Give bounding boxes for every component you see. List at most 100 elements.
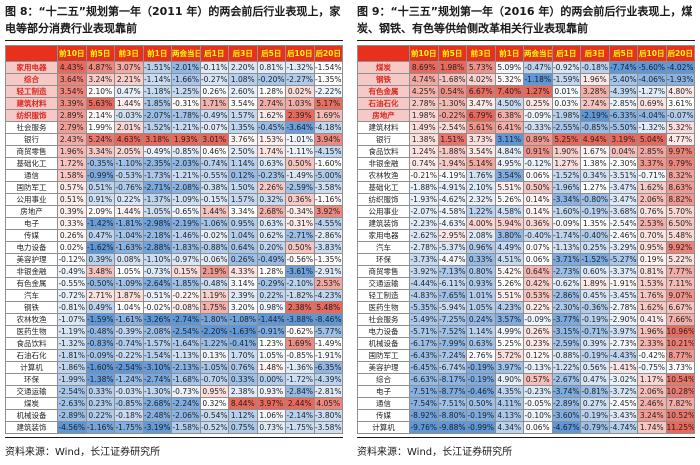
heatmap-cell: -8.92% — [409, 409, 439, 423]
heatmap-cell: -4.91% — [437, 181, 467, 195]
heatmap-cell: 4.63% — [114, 133, 144, 147]
heatmap-cell: -1.37% — [142, 193, 172, 207]
heatmap-cell: 0.06% — [523, 169, 553, 183]
heatmap-cell: 4.33% — [228, 265, 258, 279]
row-label: 汽车 — [5, 289, 58, 303]
heatmap-cell: -2.13% — [171, 361, 201, 375]
corner-cell — [5, 45, 58, 63]
heatmap-cell: -0.19% — [466, 361, 496, 375]
heatmap-cell: 0.12% — [523, 349, 553, 363]
heatmap-cell: 1.89% — [580, 277, 610, 291]
table-row: 社会服务 -5.49% -7.25% 0.24% 3.57% -0.09% -3.77% -0… — [357, 313, 695, 327]
row-label: 交通运输 — [5, 385, 58, 399]
row-label: 食品饮料 — [357, 145, 410, 159]
heatmap-cell: -5.71% — [409, 325, 439, 339]
row-label: 医药生物 — [357, 301, 410, 315]
corner-cell — [357, 45, 410, 63]
heatmap-cell: 0.33% — [57, 217, 87, 231]
heatmap-cell: 0.20% — [256, 241, 286, 255]
heatmap-cell: -2.07% — [409, 205, 439, 219]
heatmap-cell: 1.44% — [114, 97, 144, 111]
heatmap-cell: 3.54% — [494, 169, 524, 183]
heatmap-cell: 3.20% — [228, 301, 258, 315]
heatmap-cell: -1.93% — [665, 73, 695, 87]
heatmap-cell: -2.54% — [114, 361, 144, 375]
heatmap-cell: 2.10% — [466, 181, 496, 195]
table-row: 食品饮料 -1.32% -0.83% -0.74% -1.57% -1.64% -1.22%… — [5, 337, 343, 351]
heatmap-cell: 5.24% — [85, 133, 115, 147]
heatmap-cell: -3.26% — [142, 313, 172, 327]
heatmap-cell: 8.63% — [665, 181, 695, 195]
row-label: 美容护理 — [357, 361, 410, 375]
heatmap-cell: 0.24% — [466, 313, 496, 327]
heatmap-cell: -1.68% — [171, 373, 201, 387]
heatmap-cell: 2.60% — [228, 85, 258, 99]
heatmap-cell: 9.92% — [665, 241, 695, 255]
heatmap-cell: -1.07% — [57, 313, 87, 327]
column-header: 后10日 — [637, 45, 667, 63]
heatmap-cell: -1.68% — [437, 73, 467, 87]
heatmap-cell: -2.01% — [171, 61, 201, 75]
table-row: 煤炭 -2.63% 0.23% -0.85% -2.68% -2.24% 0.32% 8.44… — [5, 397, 343, 411]
heatmap-cell: -1.73% — [142, 169, 172, 183]
table-row: 农林牧渔 -1.07% -1.59% -1.61% -3.26% -2.74% -1.80%… — [5, 313, 343, 327]
heatmap-cell: -0.50% — [85, 277, 115, 291]
heatmap-cell: 4.51% — [494, 253, 524, 267]
heatmap-cell: -7.74% — [608, 61, 638, 75]
heatmap-cell: -0.29% — [256, 277, 286, 291]
heatmap-cell: 2.09% — [85, 205, 115, 219]
row-label: 电力设备 — [5, 241, 58, 255]
heatmap-cell: -4.04% — [637, 109, 667, 123]
heatmap-cell: 3.54% — [228, 97, 258, 111]
heatmap-cell: -4.47% — [437, 253, 467, 267]
table-row: 煤炭 8.69% 1.98% 5.73% 5.09% -0.47% -0.92% -0.18%… — [357, 61, 695, 75]
heatmap-cell: -0.55% — [57, 277, 87, 291]
figure-8-top-rule — [5, 40, 343, 42]
heatmap-cell: 0.51% — [85, 181, 115, 195]
heatmap-cell: -6.35% — [313, 361, 343, 375]
row-label: 农林牧渔 — [357, 169, 410, 183]
heatmap-cell: -0.20% — [256, 73, 286, 87]
heatmap-cell: -2.81% — [313, 385, 343, 399]
heatmap-cell: -1.49% — [285, 169, 315, 183]
heatmap-cell: 1.44% — [114, 205, 144, 219]
heatmap-cell: -1.66% — [171, 73, 201, 87]
heatmap-cell: -1.88% — [409, 181, 439, 195]
heatmap-cell: 2.19% — [199, 265, 229, 279]
heatmap-cell: 0.41% — [637, 313, 667, 327]
heatmap-cell: 6.67% — [466, 85, 496, 99]
figure-8-heatmap: 前10日 前5日 前3日 前1日 两会当日 后1日 后3日 后5日 后10日 后20日 家用电器 4.… — [5, 45, 343, 435]
heatmap-cell: -1.05% — [199, 361, 229, 375]
heatmap-cell: -0.03% — [114, 109, 144, 123]
heatmap-cell: 2.10% — [85, 85, 115, 99]
heatmap-cell: -3.60% — [551, 409, 581, 423]
heatmap-cell: 4.35% — [494, 385, 524, 399]
heatmap-cell: -1.18% — [523, 73, 553, 87]
heatmap-cell: 3.54% — [466, 145, 496, 159]
heatmap-cell: 3.01% — [199, 133, 229, 147]
heatmap-cell: -8.17% — [437, 373, 467, 387]
heatmap-cell: 1.03% — [285, 97, 315, 111]
heatmap-cell: 1.19% — [199, 289, 229, 303]
heatmap-cell: -4.67% — [551, 421, 581, 435]
heatmap-cell: -7.65% — [437, 289, 467, 303]
heatmap-cell: 0.50% — [285, 157, 315, 171]
table-row: 家用电器 4.43% 4.87% 3.07% -1.51% -2.01% -0.11% 2.2… — [5, 61, 343, 75]
heatmap-cell: -0.19% — [580, 205, 610, 219]
table-row: 国防军工 -6.43% -7.24% 2.76% 5.72% 0.12% -0.88% -0.… — [357, 349, 695, 363]
heatmap-cell: -4.44% — [409, 277, 439, 291]
heatmap-cell: -2.54% — [437, 121, 467, 135]
heatmap-cell: -1.96% — [551, 181, 581, 195]
heatmap-cell: 4.23% — [494, 301, 524, 315]
heatmap-cell: 2.01% — [114, 121, 144, 135]
heatmap-cell: -0.42% — [637, 349, 667, 363]
heatmap-cell: -1.36% — [285, 361, 315, 375]
heatmap-cell: -2.74% — [171, 313, 201, 327]
heatmap-cell: -0.06% — [199, 253, 229, 267]
heatmap-cell: -1.59% — [551, 73, 581, 87]
heatmap-cell: -0.23% — [256, 169, 286, 183]
row-label: 计算机 — [5, 361, 58, 375]
heatmap-cell: 8.69% — [409, 61, 439, 75]
heatmap-cell: -1.85% — [142, 97, 172, 111]
heatmap-cell: -5.37% — [437, 241, 467, 255]
